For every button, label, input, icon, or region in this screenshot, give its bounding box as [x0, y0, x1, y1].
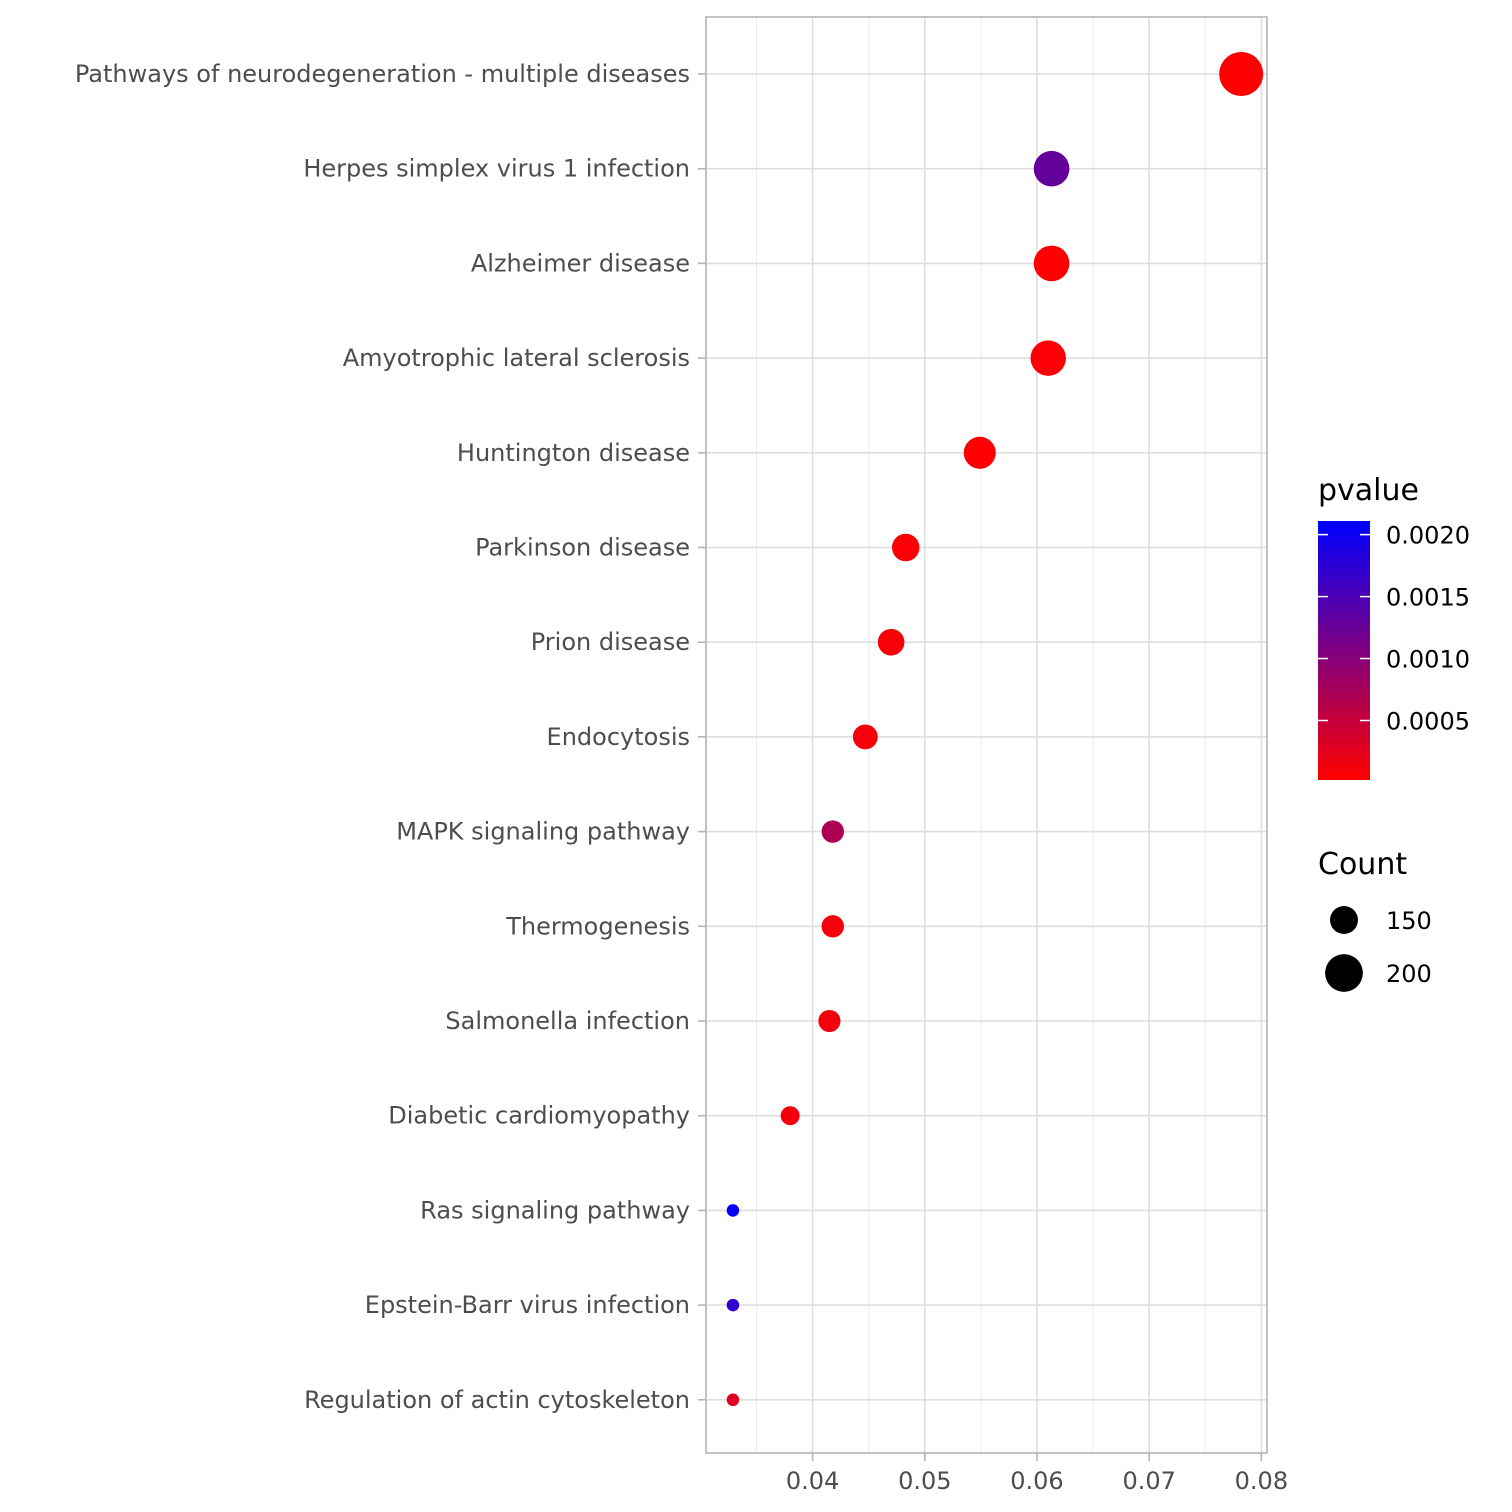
x-tick-label: 0.05 — [898, 1467, 951, 1495]
data-point — [963, 436, 996, 469]
x-tick-label: 0.04 — [786, 1467, 839, 1495]
count-legend-label: 150 — [1386, 907, 1432, 935]
y-tick-label: Endocytosis — [547, 723, 690, 751]
data-point — [780, 1106, 800, 1126]
y-tick-label: Herpes simplex virus 1 infection — [303, 155, 690, 183]
y-tick-label: Epstein-Barr virus infection — [365, 1291, 690, 1319]
y-tick-label: Regulation of actin cytoskeleton — [304, 1386, 690, 1414]
data-point — [1033, 150, 1070, 187]
data-point — [891, 533, 920, 562]
count-legend-symbol — [1330, 906, 1358, 934]
pvalue-colorbar-ticks: 0.0005 0.0010 0.0015 0.0020 — [1318, 522, 1470, 736]
data-point — [852, 724, 878, 750]
data-points — [726, 52, 1264, 1407]
y-tick-label: MAPK signaling pathway — [396, 818, 690, 846]
data-point — [1033, 245, 1070, 282]
x-tick-label: 0.08 — [1235, 1467, 1288, 1495]
x-tick-label: 0.06 — [1010, 1467, 1063, 1495]
count-legend-entries: 150 200 — [1325, 906, 1432, 992]
y-tick-label: Prion disease — [531, 628, 690, 656]
colorbar-tick-label: 0.0005 — [1386, 708, 1470, 736]
y-tick-label: Huntington disease — [457, 439, 690, 467]
y-axis: Pathways of neurodegeneration - multiple… — [75, 60, 706, 1414]
y-tick-label: Ras signaling pathway — [420, 1196, 690, 1224]
colorbar-tick-label: 0.0020 — [1386, 522, 1470, 550]
y-tick-label: Salmonella infection — [445, 1007, 690, 1035]
data-point — [818, 1009, 841, 1033]
data-point — [877, 628, 905, 656]
y-tick-label: Diabetic cardiomyopathy — [388, 1102, 690, 1130]
count-legend-label: 200 — [1386, 960, 1432, 988]
data-point — [726, 1298, 740, 1312]
panel-background — [706, 17, 1267, 1453]
x-tick-label: 0.07 — [1122, 1467, 1175, 1495]
x-axis: 0.04 0.05 0.06 0.07 0.08 — [786, 1453, 1288, 1495]
pvalue-legend-title: pvalue — [1318, 473, 1419, 508]
y-tick-label: Pathways of neurodegeneration - multiple… — [75, 60, 690, 88]
panel-border — [705, 16, 1268, 1454]
colorbar-tick-label: 0.0010 — [1386, 646, 1470, 674]
pvalue-legend: pvalue 0.0005 0.0010 0.0015 0.0020 — [1318, 473, 1470, 780]
data-point — [1030, 340, 1066, 376]
data-point — [726, 1204, 740, 1217]
data-point — [821, 820, 844, 843]
count-legend-title: Count — [1318, 847, 1407, 882]
y-tick-label: Amyotrophic lateral sclerosis — [343, 344, 690, 372]
y-tick-label: Thermogenesis — [505, 912, 690, 940]
data-point — [821, 915, 844, 938]
panel-grid — [706, 17, 1267, 1453]
pvalue-colorbar — [1318, 521, 1370, 780]
y-tick-label: Parkinson disease — [475, 534, 690, 562]
count-legend: Count 150 200 — [1318, 847, 1432, 992]
data-point — [726, 1393, 740, 1407]
y-tick-label: Alzheimer disease — [471, 249, 690, 277]
colorbar-tick-label: 0.0015 — [1386, 584, 1470, 612]
count-legend-symbol — [1325, 954, 1363, 992]
data-point — [1219, 52, 1264, 96]
